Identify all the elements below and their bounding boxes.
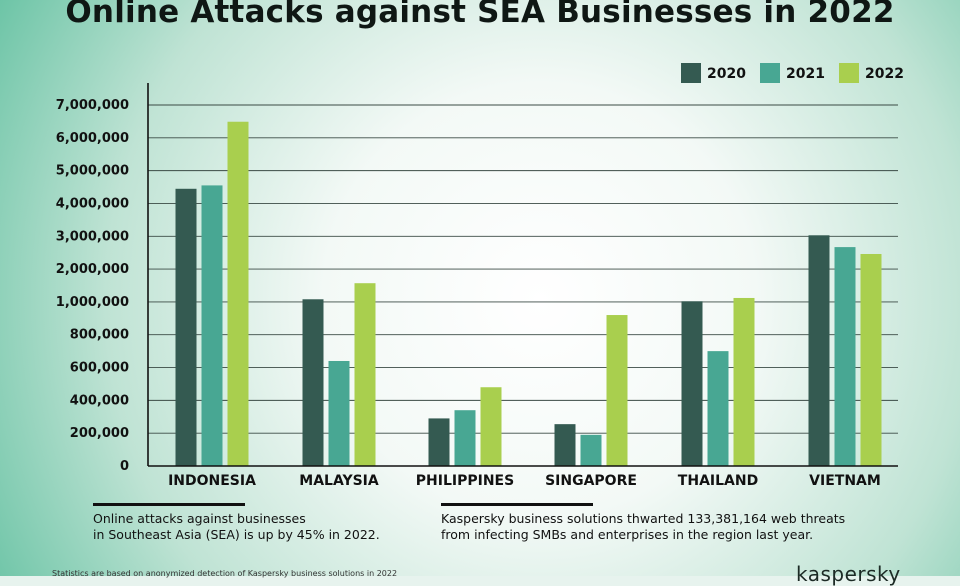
bar-singapore-2021: [580, 434, 602, 466]
bar-thailand-2021: [707, 351, 729, 466]
legend-label: 2021: [786, 66, 825, 82]
x-tick-label: VIETNAM: [809, 473, 881, 489]
bar-philippines-2020: [428, 418, 450, 466]
note-right-rule: [441, 503, 593, 506]
page-title: Online Attacks against SEA Businesses in…: [65, 0, 895, 30]
note-left-line1: Online attacks against businesses: [93, 511, 306, 526]
legend-label: 2020: [707, 66, 746, 82]
bars: [175, 121, 882, 466]
legend: 2020 2021 2022: [681, 63, 904, 83]
x-tick-label: INDONESIA: [168, 473, 256, 489]
y-tick-label: 1,000,000: [56, 295, 129, 310]
x-tick-label: SINGAPORE: [545, 473, 637, 489]
y-tick-label: 6,000,000: [56, 131, 129, 146]
x-tick-label: PHILIPPINES: [416, 473, 514, 489]
y-tick-label: 200,000: [70, 426, 129, 441]
x-tick-label: THAILAND: [678, 473, 758, 489]
note-right: Kaspersky business solutions thwarted 13…: [441, 511, 911, 543]
x-axis-ticks: INDONESIA MALAYSIA PHILIPPINES SINGAPORE THA…: [168, 473, 881, 489]
y-tick-label: 800,000: [70, 328, 129, 343]
y-tick-label: 2,000,000: [56, 262, 129, 277]
note-left-line2: in Southeast Asia (SEA) is up by 45% in …: [93, 527, 380, 542]
y-tick-label: 5,000,000: [56, 164, 129, 179]
note-left: Online attacks against businesses in Sou…: [93, 511, 423, 543]
bar-philippines-2021: [454, 410, 476, 466]
footer-note: Statistics are based on anonymized detec…: [52, 569, 398, 578]
y-tick-label: 400,000: [70, 393, 129, 408]
y-tick-label: 0: [120, 459, 129, 474]
bar-vietnam-2020: [808, 235, 830, 466]
brand-logo: kaspersky: [796, 562, 901, 586]
bar-vietnam-2022: [860, 253, 882, 466]
bar-singapore-2020: [554, 424, 576, 466]
note-left-rule: [93, 503, 245, 506]
y-tick-label: 7,000,000: [56, 98, 129, 113]
legend-swatch: [681, 63, 701, 83]
bar-singapore-2022: [606, 315, 628, 466]
bar-vietnam-2021: [834, 247, 856, 466]
bar-thailand-2020: [681, 301, 703, 466]
legend-swatch: [839, 63, 859, 83]
bar-malaysia-2022: [354, 283, 376, 466]
y-axis-ticks: 0 200,000 400,000 600,000 800,000 1,000,000 2,…: [56, 98, 129, 474]
gridlines: [148, 104, 898, 434]
note-right-line1: Kaspersky business solutions thwarted 13…: [441, 511, 846, 526]
bar-malaysia-2020: [302, 299, 324, 466]
bar-malaysia-2021: [328, 360, 350, 466]
axes: [147, 83, 898, 467]
y-tick-label: 3,000,000: [56, 229, 129, 244]
legend-label: 2022: [865, 66, 904, 82]
bar-indonesia-2020: [175, 188, 197, 466]
bar-indonesia-2022: [227, 121, 249, 466]
bar-indonesia-2021: [201, 185, 223, 466]
y-tick-label: 4,000,000: [56, 196, 129, 211]
x-tick-label: MALAYSIA: [299, 473, 379, 489]
note-right-line2: from infecting SMBs and enterprises in t…: [441, 527, 814, 542]
bar-philippines-2022: [480, 387, 502, 466]
bar-thailand-2022: [733, 297, 755, 466]
legend-swatch: [760, 63, 780, 83]
y-tick-label: 600,000: [70, 361, 129, 376]
